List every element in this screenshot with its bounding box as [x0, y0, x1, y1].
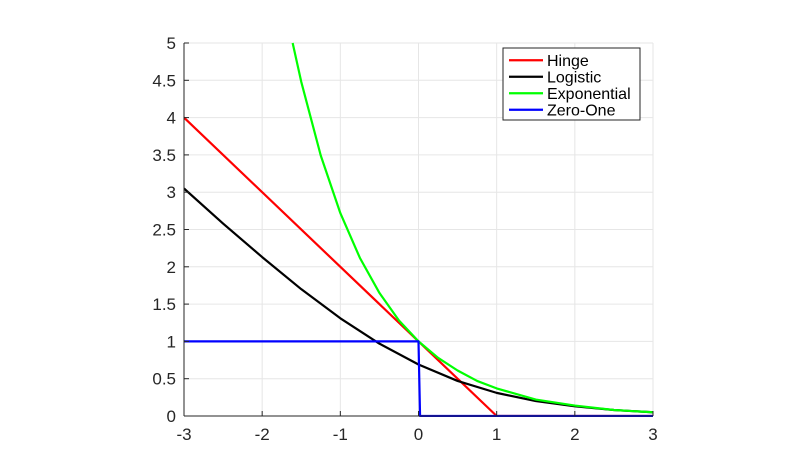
legend-label-zero-one: Zero-One [547, 102, 616, 119]
legend-label-logistic: Logistic [547, 69, 601, 86]
y-tick-label: 4 [167, 109, 176, 128]
y-tick-label: 0 [167, 407, 176, 426]
y-tick-label: 5 [167, 34, 176, 53]
x-tick-label: -1 [333, 425, 348, 444]
axes: -3 -2 -1 0 1 2 3 0 0.5 1 1.5 2 2.5 3 3.5 4 4.5 5 [152, 34, 657, 444]
x-tick-label: -3 [176, 425, 191, 444]
legend-label-exponential: Exponential [547, 86, 631, 103]
y-tick-label: 0.5 [152, 370, 176, 389]
x-tick-label: 1 [492, 425, 501, 444]
x-tick-label: 0 [414, 425, 423, 444]
y-tick-label: 1 [167, 332, 176, 351]
y-tick-label: 2 [167, 258, 176, 277]
y-tick-label: 1.5 [152, 295, 176, 314]
y-tick-label: 4.5 [152, 71, 176, 90]
x-tick-label: 2 [570, 425, 579, 444]
x-tick-label: -2 [255, 425, 270, 444]
y-tick-label: 3.5 [152, 146, 176, 165]
y-tick-label: 3 [167, 183, 176, 202]
legend-label-hinge: Hinge [547, 53, 589, 70]
y-tick-label: 2.5 [152, 221, 176, 240]
x-tick-label: 3 [648, 425, 657, 444]
series-line-exponential [291, 42, 653, 414]
